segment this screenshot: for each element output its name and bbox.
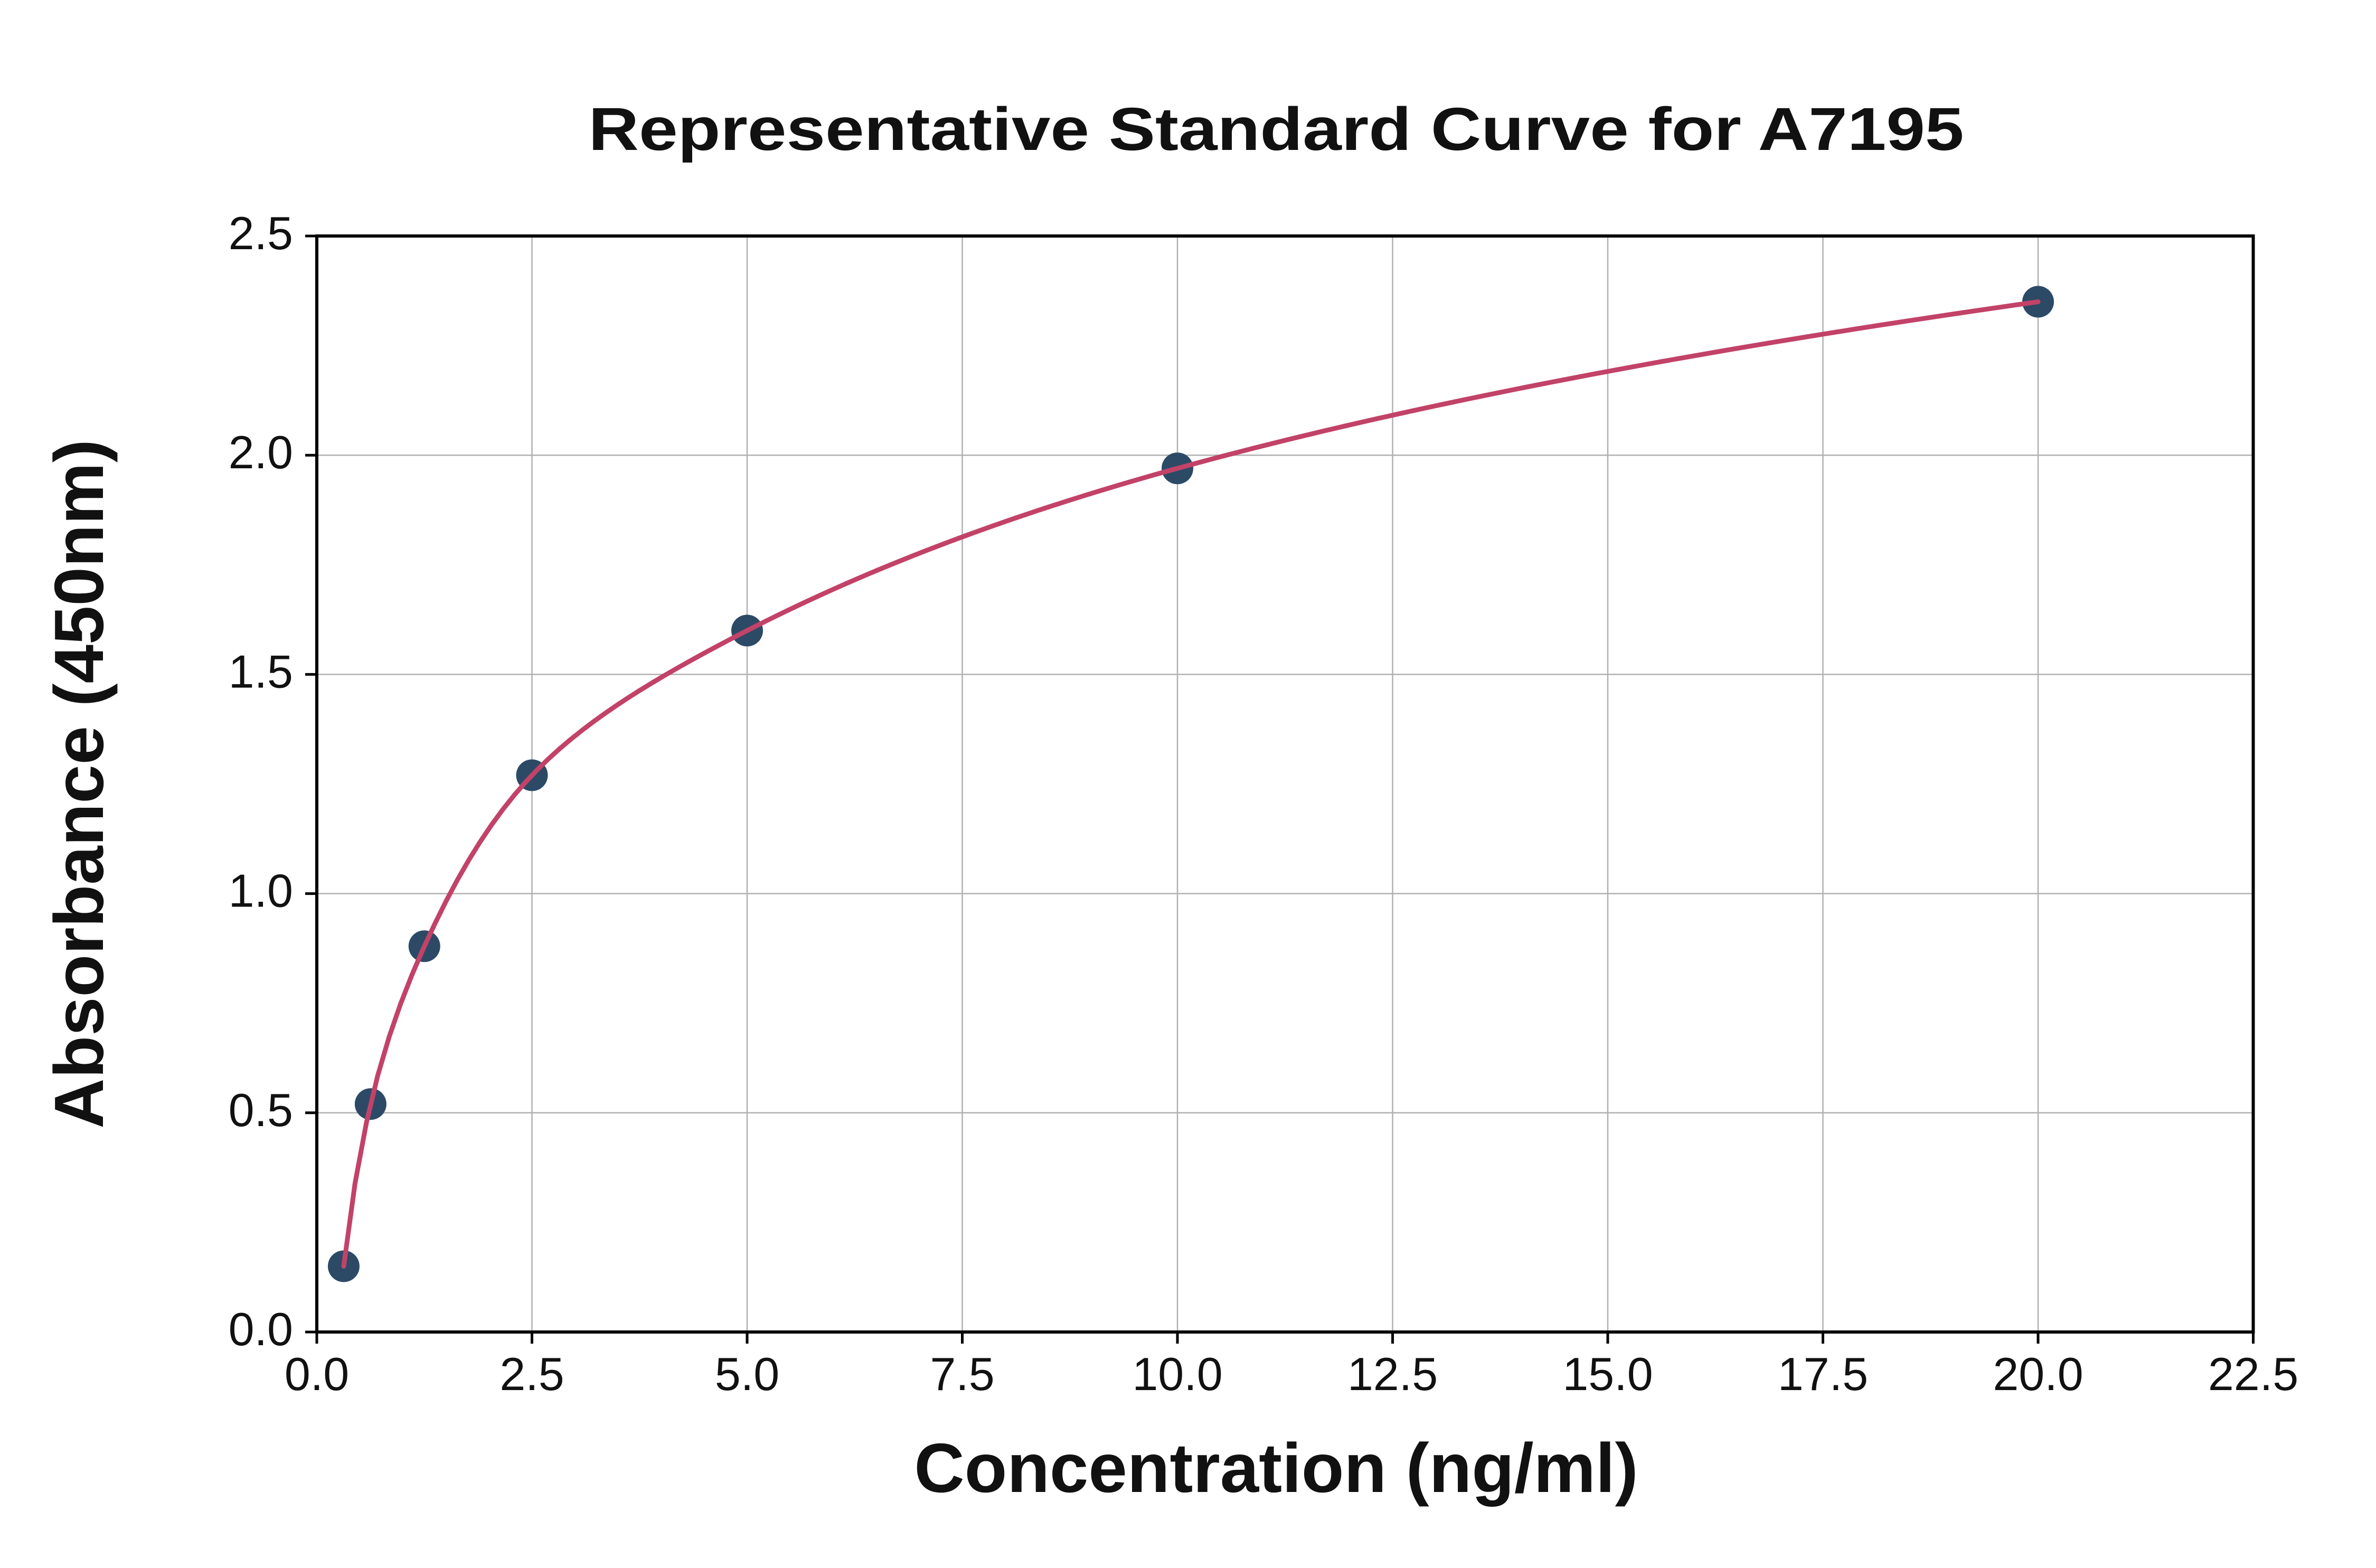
svg-text:5.0: 5.0 <box>715 1348 779 1400</box>
svg-text:0.5: 0.5 <box>229 1084 293 1136</box>
svg-text:10.0: 10.0 <box>1132 1348 1222 1400</box>
svg-text:1.5: 1.5 <box>229 645 293 697</box>
svg-text:0.0: 0.0 <box>229 1303 293 1355</box>
svg-text:17.5: 17.5 <box>1778 1348 1868 1400</box>
svg-text:15.0: 15.0 <box>1562 1348 1653 1400</box>
svg-text:7.5: 7.5 <box>930 1348 994 1400</box>
svg-text:22.5: 22.5 <box>2208 1348 2298 1400</box>
svg-text:2.5: 2.5 <box>499 1348 564 1400</box>
svg-text:Absorbance (450nm): Absorbance (450nm) <box>40 439 118 1129</box>
svg-text:12.5: 12.5 <box>1347 1348 1438 1400</box>
svg-text:2.5: 2.5 <box>229 207 293 259</box>
svg-text:20.0: 20.0 <box>1993 1348 2083 1400</box>
svg-text:1.0: 1.0 <box>229 865 293 917</box>
svg-text:0.0: 0.0 <box>285 1348 349 1400</box>
svg-text:2.0: 2.0 <box>229 426 293 478</box>
svg-text:Representative Standard Curve: Representative Standard Curve for A7195 <box>589 96 1964 163</box>
svg-text:Concentration (ng/ml): Concentration (ng/ml) <box>914 1429 1638 1507</box>
